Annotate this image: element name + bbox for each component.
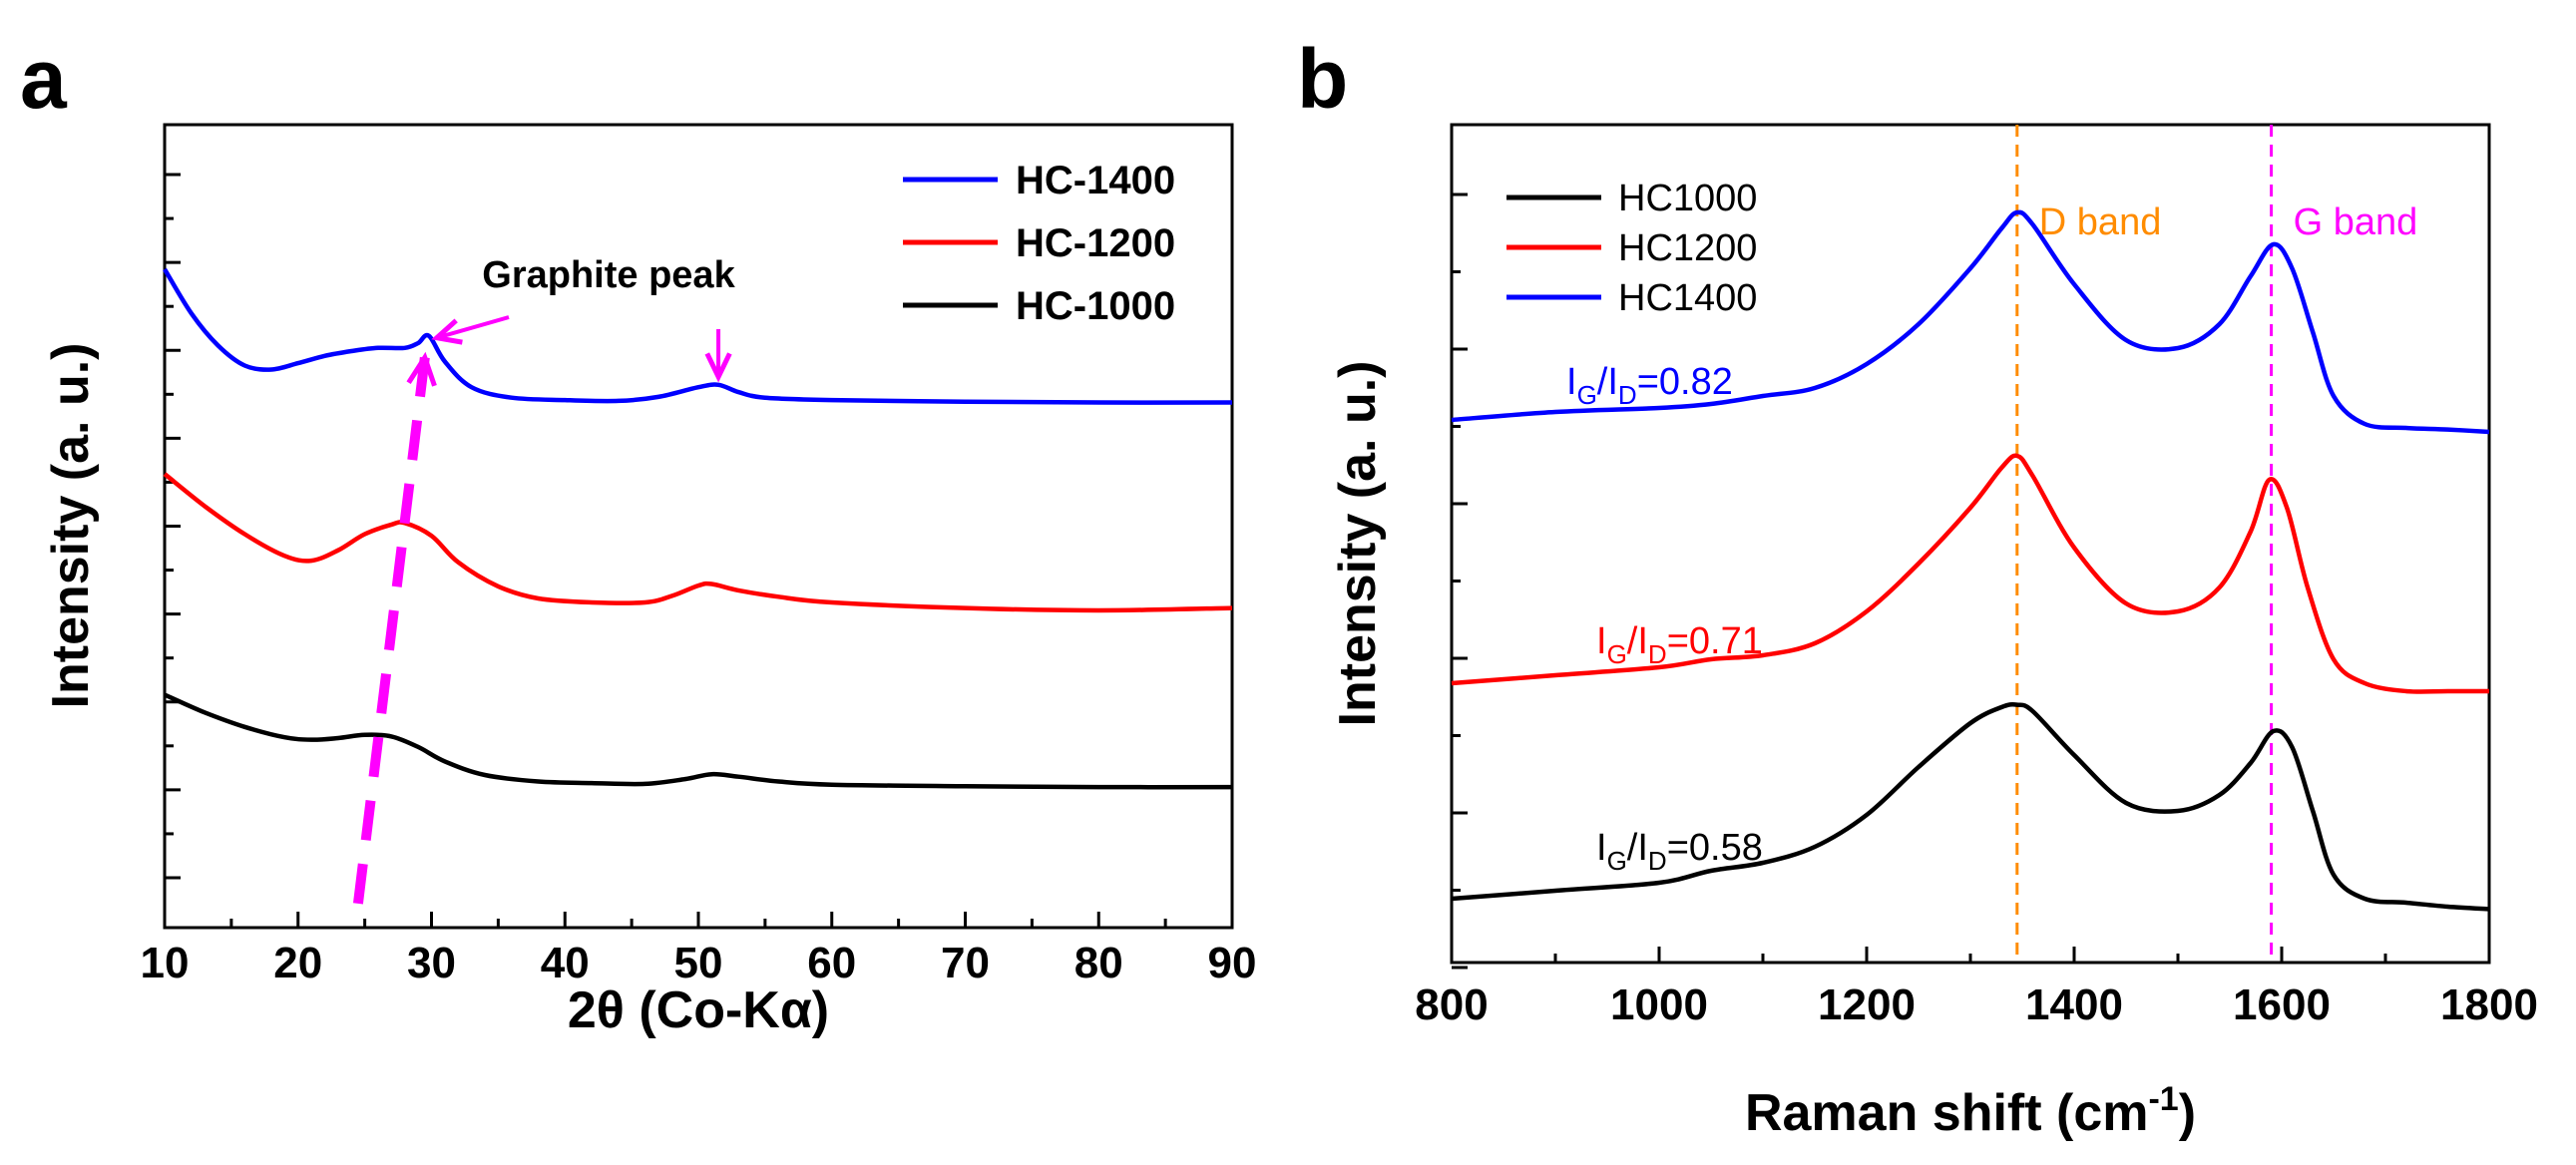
panel-b-ratio-part: G: [1577, 380, 1597, 410]
panel-a-shift-arrowhead: [406, 351, 437, 387]
panel-b-ratio-part: I: [1596, 620, 1607, 662]
panel-b-series-line-hc1200: [1451, 453, 2489, 694]
panel-b-x-ticks: 800 1000 1200 1400 1600 1800: [1415, 947, 2538, 1029]
panel-a-x-tick-label: 70: [941, 939, 990, 987]
panel-b-ratio-part: /I: [1627, 620, 1648, 662]
panel-b-x-tick-label: 1400: [2025, 980, 2123, 1029]
panel-b-ratio-part: G: [1607, 639, 1627, 669]
panel-b-series: [1451, 209, 2490, 912]
panel-b-series-line-hc1400: [1451, 209, 2490, 435]
panel-b-x-tick-label: 1000: [1610, 980, 1708, 1029]
panel-a-series-line-hc-1200: [163, 472, 1233, 613]
panel-a-x-tick-label: 60: [807, 939, 856, 987]
panel-a-annotations: Graphite peak: [352, 254, 736, 905]
panel-a-chart: 10 20 30 40 50 60 70 80 90 Graphite peak 2θ (Co-…: [42, 123, 1257, 1039]
panel-b-ratio-part: D: [1648, 846, 1667, 876]
panel-b-x-tick-label: 1200: [1818, 980, 1916, 1029]
panel-b-x-axis-label-end: ): [2179, 1084, 2196, 1142]
panel-a-series-line-hc-1000: [164, 692, 1233, 790]
panel-a-legend-label: HC-1000: [1016, 284, 1175, 328]
panel-b-legend-label: HC1000: [1618, 178, 1757, 219]
panel-a-x-tick-label: 50: [674, 939, 723, 987]
panel-b-ratio-part: =0.58: [1667, 827, 1763, 869]
panel-a-graphite-arrowhead-1: [431, 318, 463, 345]
panel-a-x-tick-label: 80: [1074, 939, 1123, 987]
panel-a-x-axis-label: 2θ (Co-Kα): [568, 981, 829, 1039]
panel-b-x-tick-label: 1600: [2233, 980, 2331, 1029]
panel-a-legend-label: HC-1200: [1016, 221, 1175, 265]
panel-b-chart: 800 1000 1200 1400 1600 1800 D band G band IG/…: [1329, 123, 2538, 1142]
panel-letter-a: a: [20, 32, 68, 126]
panel-a-x-tick-label: 20: [273, 939, 322, 987]
panel-a-graphite-arrow-1: [436, 315, 510, 340]
panel-b-ratio-part: /I: [1597, 361, 1618, 403]
panel-b-x-axis-label: Raman shift (cm-1): [1745, 1080, 2196, 1142]
panel-b-band-label: D band: [2039, 201, 2162, 243]
panel-a-series: [163, 267, 1233, 790]
panel-a-shift-dashed-line: [352, 356, 430, 905]
panel-a-legend-label: HC-1400: [1016, 159, 1175, 202]
panel-b-ratio-part: D: [1618, 380, 1637, 410]
panel-letter-b: b: [1297, 32, 1348, 126]
panel-a-graphite-peak-label: Graphite peak: [482, 254, 735, 296]
panel-a-series-line-hc-1400: [163, 267, 1233, 405]
panel-b-ratio-part: G: [1607, 846, 1627, 876]
panel-b-band-label: G band: [2294, 201, 2418, 243]
panel-b-ratio-part: I: [1596, 827, 1607, 869]
panel-b-x-tick-label: 1800: [2440, 980, 2538, 1029]
panel-b-y-axis-label: Intensity (a. u.): [1329, 361, 1387, 727]
panel-a-x-tick-label: 40: [541, 939, 590, 987]
panel-b-band-lines: D band G band: [2015, 125, 2418, 963]
panel-a-x-ticks: 10 20 30 40 50 60 70 80 90: [141, 912, 1257, 987]
panel-b-ratio-part: /I: [1627, 827, 1648, 869]
panel-a-legend: HC-1400 HC-1200 HC-1000: [903, 159, 1175, 328]
panel-b-x-axis-label-sup: -1: [2148, 1080, 2178, 1118]
panel-b-legend: HC1000 HC1200 HC1400: [1506, 178, 1757, 319]
panel-b-x-tick-label: 800: [1415, 980, 1488, 1029]
panel-b-ratio-part: =0.71: [1667, 620, 1763, 662]
panel-b-ratio-label: IG/ID=0.82: [1566, 361, 1733, 410]
panel-b-ratio-part: D: [1648, 639, 1667, 669]
panel-b-legend-label: HC1400: [1618, 277, 1757, 319]
panel-b-series-line-hc1000: [1451, 701, 2490, 912]
panel-b-ratio-part: =0.82: [1637, 361, 1733, 403]
panel-a-y-axis-label: Intensity (a. u.): [42, 343, 100, 709]
panel-a-x-tick-label: 30: [407, 939, 456, 987]
panel-a-x-tick-label: 10: [141, 939, 190, 987]
panel-b-ratio-label: IG/ID=0.71: [1596, 620, 1763, 669]
panel-a-x-tick-label: 90: [1208, 939, 1257, 987]
panel-b-y-ticks: [1452, 193, 1468, 970]
panel-b-legend-label: HC1200: [1618, 227, 1757, 269]
panel-a-y-ticks: [165, 173, 181, 880]
panel-b-ratio-part: I: [1566, 361, 1577, 403]
panel-b-x-axis-label-main: Raman shift (cm: [1745, 1084, 2149, 1142]
panel-a-graphite-arrowhead-2: [704, 352, 732, 383]
panel-b-axes-frame: [1450, 123, 2491, 965]
panel-b-ratio-label: IG/ID=0.58: [1596, 827, 1763, 876]
